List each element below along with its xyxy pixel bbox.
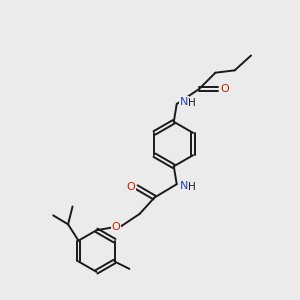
Text: N: N (180, 97, 188, 106)
Text: N: N (180, 181, 188, 191)
Text: O: O (220, 84, 229, 94)
Text: O: O (111, 222, 120, 232)
Text: H: H (188, 182, 196, 192)
Text: O: O (126, 182, 135, 192)
Text: H: H (188, 98, 196, 108)
